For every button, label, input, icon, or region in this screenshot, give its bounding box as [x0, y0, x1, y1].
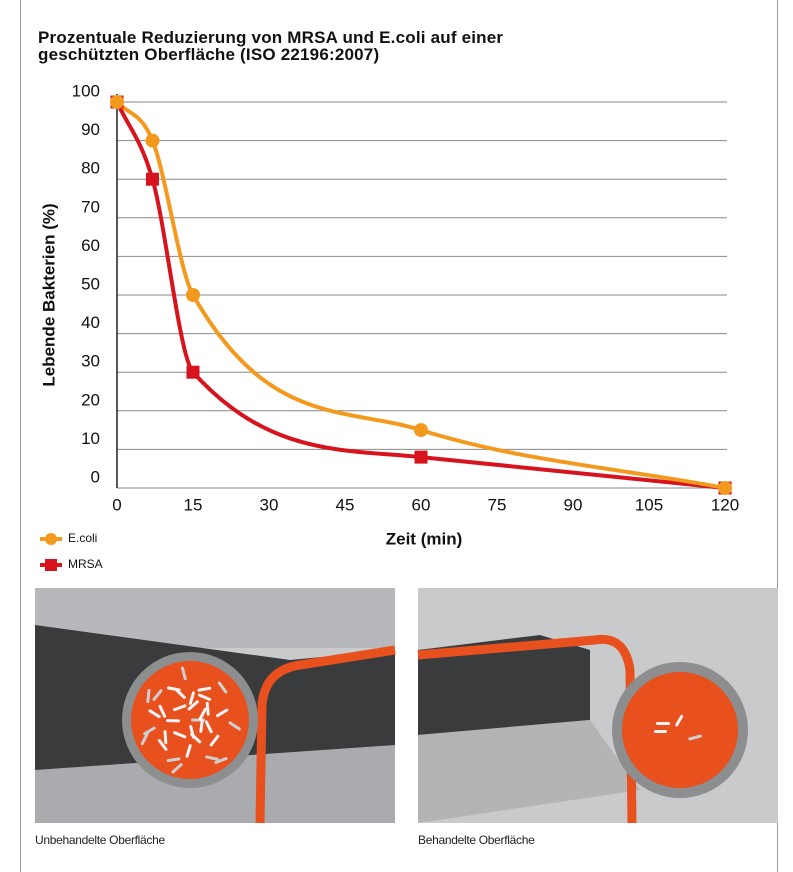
legend-label: MRSA — [68, 557, 103, 571]
bacterium — [171, 763, 183, 774]
legend-marker — [45, 533, 57, 545]
y-axis-title: Lebende Bakterien (%) — [39, 203, 58, 386]
bacterium — [152, 689, 163, 701]
legend-marker — [45, 559, 57, 571]
bacterium — [173, 704, 187, 712]
x-tick-label: 45 — [336, 495, 355, 514]
point — [414, 423, 428, 438]
bacterium — [140, 732, 149, 746]
bacterium — [188, 691, 195, 705]
bacterium — [205, 755, 219, 761]
point — [186, 365, 200, 379]
bacterium — [197, 693, 212, 701]
bacterium — [197, 686, 212, 692]
bacterium — [217, 681, 228, 694]
point — [110, 95, 124, 109]
photo-treated — [417, 588, 778, 824]
y-tick-label: 20 — [81, 390, 100, 409]
bacterium — [204, 720, 213, 734]
bacterium — [185, 744, 192, 758]
y-tick-label: 100 — [72, 81, 100, 100]
legend-label: E.coli — [68, 531, 97, 545]
bacterium — [214, 756, 228, 764]
panel-caption: Behandelte Oberfläche — [418, 833, 535, 847]
y-tick-label: 0 — [91, 467, 100, 486]
y-tick-label: 70 — [81, 197, 100, 216]
x-tick-label: 0 — [112, 495, 121, 514]
bacterium — [148, 709, 161, 719]
point — [414, 450, 428, 464]
bacterium — [180, 666, 187, 681]
bacterium — [143, 726, 156, 736]
bacterium — [166, 757, 181, 763]
y-tick-label: 40 — [81, 313, 100, 332]
x-axis-title: Zeit (min) — [386, 529, 463, 548]
bacterium — [157, 739, 168, 751]
x-tick-label: 60 — [412, 495, 431, 514]
photo-untreated — [35, 588, 396, 824]
x-tick-label: 75 — [488, 495, 507, 514]
x-tick-label: 120 — [711, 495, 739, 514]
bacterium — [173, 731, 187, 739]
x-tick-label: 90 — [564, 495, 583, 514]
y-tick-label: 10 — [81, 429, 100, 448]
y-tick-label: 80 — [81, 159, 100, 178]
bacterium — [216, 708, 229, 718]
y-tick-label: 60 — [81, 236, 100, 255]
bacterium — [228, 721, 241, 731]
point — [145, 172, 159, 186]
frame — [20, 0, 778, 872]
bacterium — [199, 719, 204, 733]
x-tick-label: 30 — [260, 495, 279, 514]
bacterium — [205, 701, 210, 716]
y-tick-label: 90 — [81, 120, 100, 139]
bacterium — [189, 724, 195, 739]
point — [186, 288, 200, 302]
bacterium — [198, 707, 207, 721]
bacterium — [158, 704, 167, 718]
point — [718, 481, 732, 495]
y-tick-label: 50 — [81, 274, 100, 293]
y-tick-label: 30 — [81, 352, 100, 371]
x-tick-label: 105 — [635, 495, 663, 514]
point — [145, 133, 160, 148]
chart-title: Prozentuale Reduzierung von MRSA und E.c… — [38, 28, 504, 64]
bacterium — [187, 700, 199, 711]
bacterium — [166, 719, 181, 723]
bacterium — [209, 734, 220, 747]
x-tick-label: 15 — [184, 495, 203, 514]
bacterium — [146, 689, 151, 703]
panel-caption: Unbehandelte Oberfläche — [35, 833, 165, 847]
bacterium — [163, 730, 168, 745]
bacterium — [174, 688, 186, 700]
